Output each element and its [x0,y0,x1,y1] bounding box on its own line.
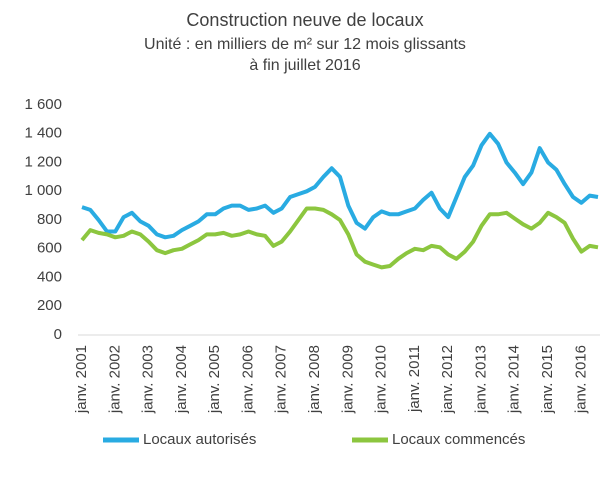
x-tick-label: janv. 2002 [106,345,123,414]
y-tick-label: 800 [37,211,62,228]
legend-label: Locaux commencés [392,431,525,448]
x-tick-label: janv. 2008 [306,345,323,414]
x-tick-label: janv. 2005 [206,345,223,414]
x-tick-label: janv. 2014 [506,345,523,414]
chart-title: Construction neuve de locaux [186,10,423,30]
y-tick-label: 400 [37,268,62,285]
chart-subtitle: Unité : en milliers de m² sur 12 mois gl… [144,36,466,53]
x-tick-label: janv. 2011 [406,345,423,413]
x-tick-label: janv. 2001 [73,345,90,414]
y-tick-label: 1 200 [24,153,62,170]
line-series [80,206,599,270]
y-tick-label: 1 600 [24,96,62,113]
x-tick-label: janv. 2007 [273,345,290,414]
x-tick-label: janv. 2004 [173,345,190,414]
line-series [81,131,599,240]
x-tick-label: janv. 2003 [140,345,157,414]
x-tick-label: janv. 2013 [472,345,489,414]
x-tick-label: janv. 2010 [373,345,390,414]
y-tick-label: 0 [54,326,62,343]
x-tick-label: janv. 2016 [572,345,589,414]
legend-label: Locaux autorisés [143,431,256,448]
x-tick-label: janv. 2009 [339,345,356,414]
y-tick-label: 600 [37,240,62,257]
y-tick-label: 200 [37,297,62,314]
y-tick-label: 1 400 [24,125,62,142]
y-tick-label: 1 000 [24,182,62,199]
x-tick-label: janv. 2015 [539,345,556,414]
x-tick-label: janv. 2006 [239,345,256,414]
x-tick-label: janv. 2012 [439,345,456,414]
chart-subtitle: à fin juillet 2016 [249,57,360,74]
